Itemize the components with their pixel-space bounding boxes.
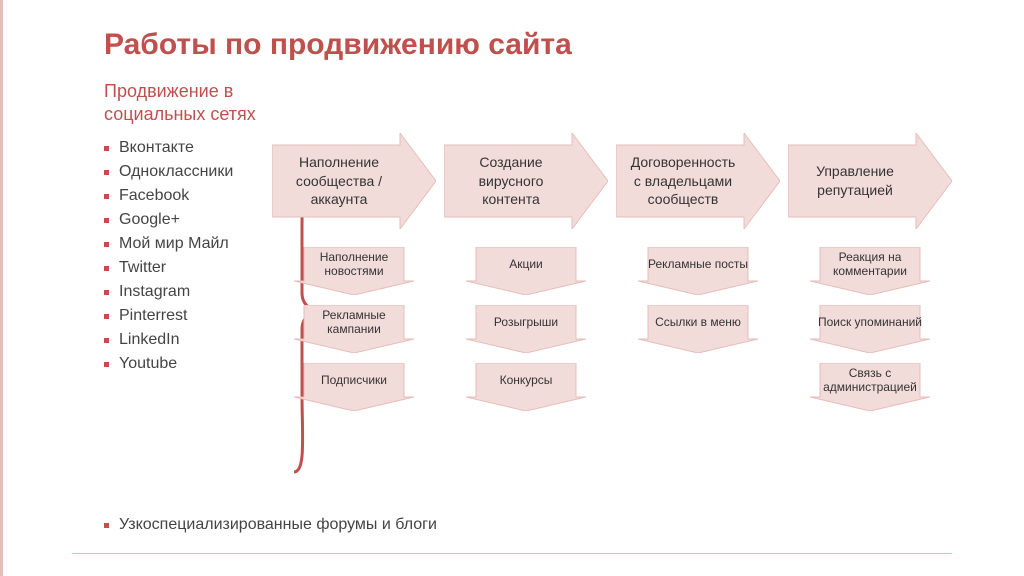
sub-step: Связь с администрацией bbox=[810, 363, 930, 411]
networks-column: Вконтакте Одноклассники Facebook Google+ Мой… bbox=[104, 133, 236, 411]
sub-step-label: Акции bbox=[466, 247, 586, 283]
networks-list: Вконтакте Одноклассники Facebook Google+ Мой… bbox=[104, 139, 236, 373]
footer-rule bbox=[72, 553, 952, 554]
sub-step: Ссылки в меню bbox=[638, 305, 758, 353]
sub-step: Рекламные кампании bbox=[294, 305, 414, 353]
flow-area: Наполнение сообщества / аккаунта Создани… bbox=[236, 133, 952, 411]
flow-step-label: Договоренность с владельцами сообществ bbox=[624, 133, 742, 229]
bullet-square-icon bbox=[104, 290, 109, 295]
sub-step: Подписчики bbox=[294, 363, 414, 411]
list-item: Twitter bbox=[104, 259, 236, 277]
footer-bullet-label: Узкоспециализированные форумы и блоги bbox=[119, 516, 437, 534]
footer-bullet: Узкоспециализированные форумы и блоги bbox=[104, 516, 437, 534]
bullet-square-icon bbox=[104, 170, 109, 175]
sub-step-label: Подписчики bbox=[294, 363, 414, 399]
flow-step-label: Создание вирусного контента bbox=[452, 133, 570, 229]
subtitle: Продвижение всоциальных сетях bbox=[104, 80, 952, 125]
list-item: LinkedIn bbox=[104, 331, 236, 349]
list-item: Youtube bbox=[104, 355, 236, 373]
list-item-label: LinkedIn bbox=[119, 331, 180, 349]
list-item-label: Youtube bbox=[119, 355, 177, 373]
bullet-square-icon bbox=[104, 266, 109, 271]
sub-step: Поиск упоминаний bbox=[810, 305, 930, 353]
sub-step: Наполнение новостями bbox=[294, 247, 414, 295]
list-item-label: Одноклассники bbox=[119, 163, 233, 181]
sub-step-label: Ссылки в меню bbox=[638, 305, 758, 341]
list-item: Мой мир Майл bbox=[104, 235, 236, 253]
sub-step-label: Конкурсы bbox=[466, 363, 586, 399]
sub-step-label: Наполнение новостями bbox=[294, 247, 414, 283]
bullet-square-icon bbox=[104, 242, 109, 247]
bullet-square-icon bbox=[104, 338, 109, 343]
list-item: Google+ bbox=[104, 211, 236, 229]
list-item: Instagram bbox=[104, 283, 236, 301]
bullet-square-icon bbox=[104, 314, 109, 319]
list-item: Facebook bbox=[104, 187, 236, 205]
bullet-square-icon bbox=[104, 523, 109, 528]
flow-row: Наполнение сообщества / аккаунта Создани… bbox=[262, 133, 952, 229]
sub-columns: Наполнение новостями Рекламные кампании … bbox=[262, 247, 952, 411]
sub-column: Рекламные посты Ссылки в меню bbox=[616, 247, 780, 411]
left-accent-bar bbox=[0, 0, 3, 576]
sub-step-label: Реакция на комментарии bbox=[810, 247, 930, 283]
sub-step-label: Рекламные кампании bbox=[294, 305, 414, 341]
list-item-label: Instagram bbox=[119, 283, 190, 301]
list-item-label: Google+ bbox=[119, 211, 180, 229]
list-item-label: Pinterrest bbox=[119, 307, 187, 325]
flow-step: Договоренность с владельцами сообществ bbox=[616, 133, 780, 229]
flow-step: Управление репутацией bbox=[788, 133, 952, 229]
bullet-square-icon bbox=[104, 194, 109, 199]
sub-step: Конкурсы bbox=[466, 363, 586, 411]
list-item: Одноклассники bbox=[104, 163, 236, 181]
flow-step-label: Наполнение сообщества / аккаунта bbox=[280, 133, 398, 229]
list-item-label: Вконтакте bbox=[119, 139, 194, 157]
list-item: Вконтакте bbox=[104, 139, 236, 157]
sub-column: Реакция на комментарии Поиск упоминаний … bbox=[788, 247, 952, 411]
sub-step: Рекламные посты bbox=[638, 247, 758, 295]
list-item-label: Мой мир Майл bbox=[119, 235, 229, 253]
bullet-square-icon bbox=[104, 362, 109, 367]
flow-step-label: Управление репутацией bbox=[796, 133, 914, 229]
flow-step: Создание вирусного контента bbox=[444, 133, 608, 229]
flow-step: Наполнение сообщества / аккаунта bbox=[272, 133, 436, 229]
sub-step-label: Связь с администрацией bbox=[810, 363, 930, 399]
sub-column: Акции Розыгрыши Конкурсы bbox=[444, 247, 608, 411]
list-item-label: Twitter bbox=[119, 259, 166, 277]
bullet-square-icon bbox=[104, 218, 109, 223]
page-title: Работы по продвижению сайта bbox=[104, 28, 952, 62]
sub-step: Реакция на комментарии bbox=[810, 247, 930, 295]
content-row: Вконтакте Одноклассники Facebook Google+ Мой… bbox=[104, 133, 952, 411]
list-item: Pinterrest bbox=[104, 307, 236, 325]
list-item-label: Facebook bbox=[119, 187, 189, 205]
sub-step-label: Розыгрыши bbox=[466, 305, 586, 341]
sub-step: Акции bbox=[466, 247, 586, 295]
sub-column: Наполнение новостями Рекламные кампании … bbox=[272, 247, 436, 411]
sub-step-label: Поиск упоминаний bbox=[810, 305, 930, 341]
sub-step: Розыгрыши bbox=[466, 305, 586, 353]
bullet-square-icon bbox=[104, 146, 109, 151]
sub-step-label: Рекламные посты bbox=[638, 247, 758, 283]
slide: Работы по продвижению сайта Продвижение … bbox=[0, 0, 1024, 576]
